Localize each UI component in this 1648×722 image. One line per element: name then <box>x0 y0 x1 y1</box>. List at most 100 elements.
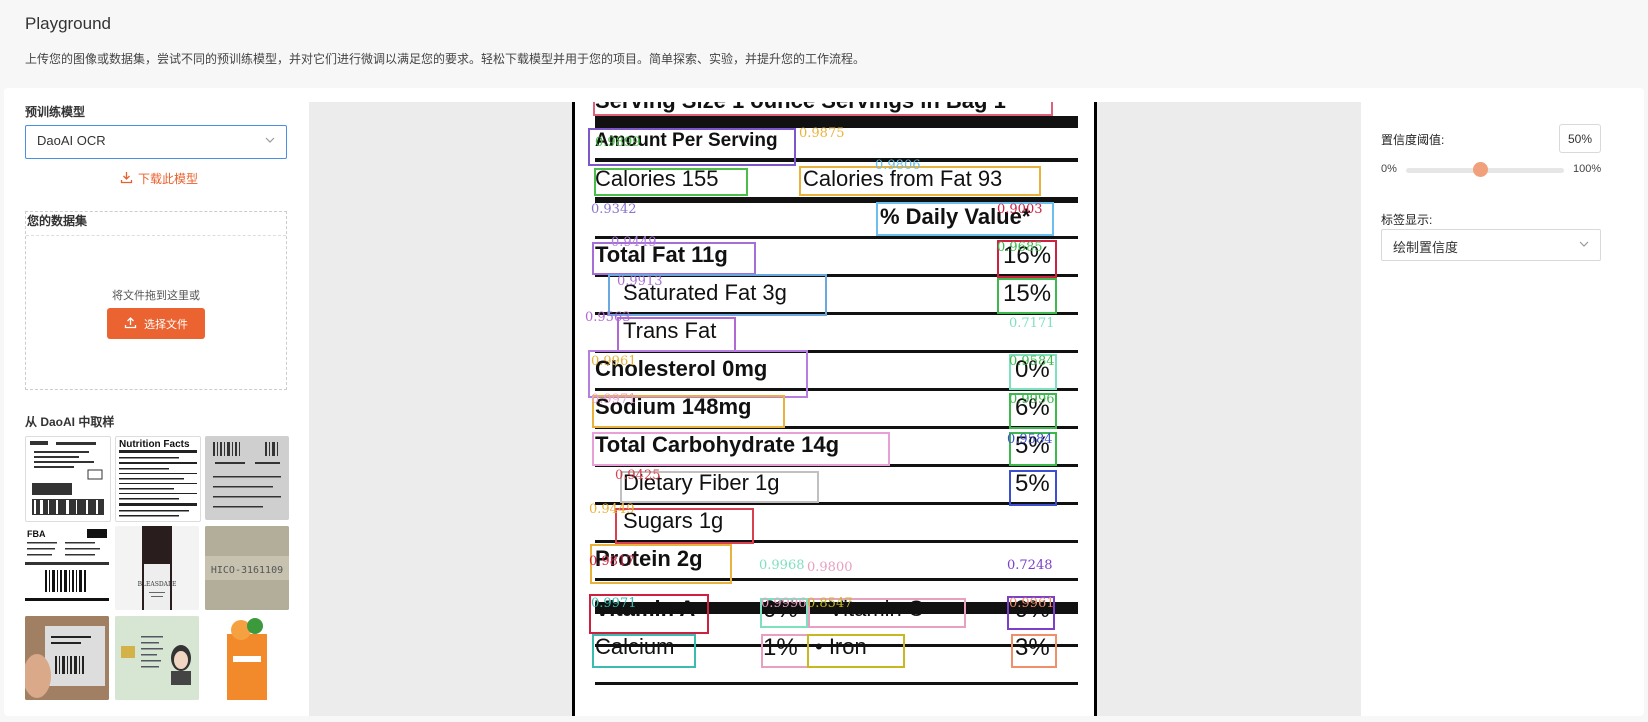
detection-box <box>760 598 808 628</box>
nf-total-fat-pct: 16% <box>1003 242 1052 269</box>
rule <box>595 578 1078 581</box>
confidence-label: 0.9961 <box>1009 596 1055 611</box>
confidence-label: 0.7171 <box>1009 316 1055 331</box>
slider-max-label: 100% <box>1573 163 1602 175</box>
rule <box>595 158 1078 162</box>
confidence-label: 0.9875 <box>799 126 845 141</box>
nf-trans-fat: Trans Fat <box>623 318 717 343</box>
nf-cholesterol-pct: 0% <box>1015 356 1050 383</box>
confidence-label: 0.8547 <box>807 596 853 611</box>
sample-thumbnail-engraved-metal[interactable]: HICO-3161109 <box>205 526 289 610</box>
sample-thumbnail-id-card[interactable] <box>115 616 199 700</box>
sample-thumbnail-package-hand[interactable] <box>25 616 109 700</box>
model-select[interactable]: DaoAI OCR <box>25 125 287 159</box>
dataset-dropzone[interactable]: 您的数据集 将文件拖到这里或 选择文件 <box>25 211 287 390</box>
model-label: 预训练模型 <box>25 105 86 119</box>
image-viewer[interactable]: Serving Size 1 ounce Servings in Bag 1 A… <box>309 102 1361 716</box>
confidence-label: 0.9425 <box>615 468 661 483</box>
chevron-down-icon <box>264 134 276 149</box>
detection-box <box>588 350 808 398</box>
confidence-label: 0.9996 <box>1009 392 1055 407</box>
nf-fiber: Dietary Fiber 1g <box>623 470 780 495</box>
confidence-value-input[interactable]: 50% <box>1559 124 1601 153</box>
nf-calcium: Calcium <box>595 634 675 659</box>
nf-amount: Amount Per Serving <box>595 130 778 151</box>
upload-icon <box>124 316 137 332</box>
rule <box>595 426 1078 429</box>
confidence-label: 0.9971 <box>591 392 637 407</box>
nf-sat-fat: Saturated Fat 3g <box>623 280 787 305</box>
detection-box <box>588 128 796 166</box>
download-model-link[interactable]: 下载此模型 <box>120 170 198 187</box>
nf-serving: Serving Size 1 ounce Servings in Bag 1 <box>595 102 1006 114</box>
detection-box <box>1009 354 1057 390</box>
nf-calcium-pct: 1% <box>763 634 798 661</box>
confidence-label: 0.9584 <box>1009 354 1055 369</box>
confidence-label: 0.9449 <box>611 235 657 250</box>
samples-label: 从 DaoAI 中取样 <box>25 415 115 429</box>
confidence-label: 0.9996 <box>761 596 807 611</box>
confidence-label: 0.9800 <box>807 560 853 575</box>
download-model-label: 下载此模型 <box>138 172 199 186</box>
svg-text:FBA: FBA <box>27 529 46 539</box>
confidence-label: 0.7248 <box>1007 558 1053 573</box>
nf-sugars: Sugars 1g <box>623 508 724 533</box>
confidence-label: 0.9685 <box>997 240 1043 255</box>
nf-vitamin-c-pct: 9% <box>1015 596 1050 623</box>
detection-box <box>620 471 819 503</box>
nf-sat-fat-pct: 15% <box>1003 280 1052 307</box>
nf-total-fat: Total Fat 11g <box>595 242 728 267</box>
nf-carb: Total Carbohydrate 14g <box>595 432 840 457</box>
nf-calories: Calories 155 <box>595 166 719 191</box>
confidence-label: 0.9342 <box>591 202 637 217</box>
confidence-threshold-label: 置信度阈值: <box>1381 133 1445 147</box>
choose-file-button[interactable]: 选择文件 <box>107 308 205 339</box>
slider-min-label: 0% <box>1381 163 1397 175</box>
nf-iron-pct: 3% <box>1015 634 1050 661</box>
detection-box <box>1007 596 1055 630</box>
confidence-label: 0.9817 <box>589 554 635 569</box>
sample-thumbnail-juice-box[interactable] <box>205 616 289 700</box>
detection-box <box>1011 634 1057 668</box>
model-select-value: DaoAI OCR <box>37 133 106 148</box>
label-display-label: 标签显示: <box>1381 213 1433 227</box>
nf-fiber-pct: 5% <box>1015 470 1050 497</box>
chevron-down-icon <box>1578 238 1590 253</box>
detection-box <box>997 240 1057 278</box>
sample-thumbnail-wine-bottle[interactable]: BLEASDALE <box>115 526 199 610</box>
detection-box <box>761 634 809 668</box>
svg-text:BLEASDALE: BLEASDALE <box>138 581 177 588</box>
rule <box>595 502 1078 505</box>
detection-box <box>1009 393 1057 429</box>
sample-thumbnail-nutrition-facts[interactable]: Nutrition Facts <box>115 436 201 522</box>
nf-daily-value: % Daily Value* <box>880 204 1031 229</box>
confidence-label: 0.9971 <box>591 596 637 611</box>
detection-box <box>589 594 709 634</box>
nf-cholesterol: Cholesterol 0mg <box>595 356 768 381</box>
download-icon <box>120 171 133 187</box>
confidence-label: 0.9003 <box>997 202 1043 217</box>
confidence-label: 0.9806 <box>875 158 921 173</box>
rule <box>595 388 1078 391</box>
detection-box <box>608 274 827 316</box>
label-display-select[interactable]: 绘制置信度 <box>1381 229 1601 261</box>
rule <box>595 602 1078 614</box>
detection-box <box>593 102 1053 116</box>
sample-thumbnail-fba-label[interactable]: FBA <box>25 526 109 610</box>
rule <box>595 350 1078 353</box>
detection-box <box>592 634 696 668</box>
nf-vitamin-a: Vitamin A <box>595 596 696 621</box>
nf-vitamin-c: • Vitamin C <box>815 596 924 621</box>
detection-box <box>1009 432 1057 466</box>
rule <box>595 116 1078 128</box>
confidence-slider-handle[interactable] <box>1473 162 1488 177</box>
sample-thumbnail-shipping-label[interactable] <box>25 436 111 522</box>
nf-sodium-pct: 6% <box>1015 394 1050 421</box>
nutrition-label-image: Serving Size 1 ounce Servings in Bag 1 A… <box>572 102 1097 716</box>
svg-text:Nutrition Facts: Nutrition Facts <box>119 439 190 450</box>
confidence-label: 0.9449 <box>589 502 635 517</box>
detection-box <box>590 544 732 584</box>
sample-thumbnail-barcode-label[interactable] <box>205 436 289 520</box>
detection-box <box>592 432 890 466</box>
rule <box>595 644 1078 647</box>
